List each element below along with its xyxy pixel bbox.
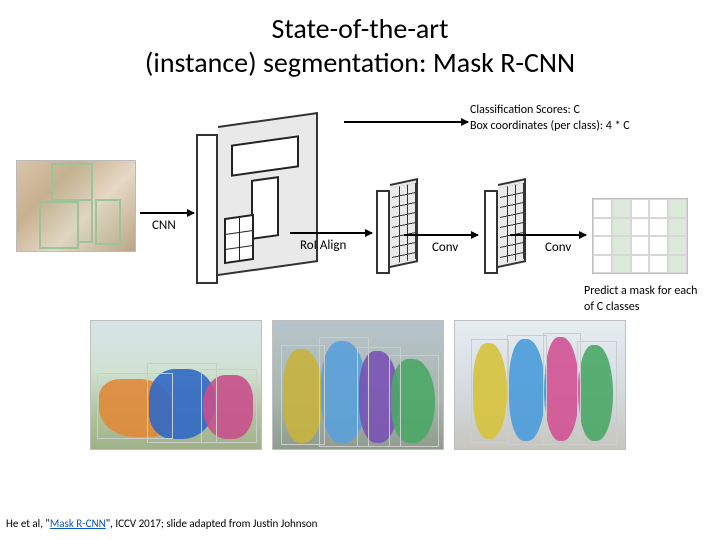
roi-region (251, 176, 279, 240)
roi-align-label: RoI Align (300, 238, 346, 253)
slide-title: State-of-the-art (instance) segmentation… (0, 0, 720, 83)
citation-suffix: ", ICCV 2017; slide adapted from Justin … (106, 517, 318, 530)
proposal-box (77, 199, 93, 243)
mask-cell (631, 218, 650, 237)
detection-box (577, 341, 617, 445)
mask-cell (593, 236, 612, 255)
proposal-box (39, 201, 79, 249)
proposal-box (95, 199, 121, 245)
arrow-icon (344, 121, 468, 123)
mask-cell (649, 218, 668, 237)
arrow-icon (404, 234, 478, 236)
mask-cell (631, 255, 650, 274)
detection-box (507, 335, 547, 445)
mask-cell (612, 199, 631, 218)
mask-cell (593, 255, 612, 274)
detection-box (543, 333, 581, 445)
citation: He et al, "Mask R-CNN", ICCV 2017; slide… (6, 517, 317, 530)
proposal-box (51, 163, 93, 201)
mask-caption: Predict a mask for each of C classes (584, 284, 708, 315)
detection-box (471, 339, 509, 443)
mask-cell (649, 236, 668, 255)
example-image (454, 320, 626, 450)
mask-cell (631, 199, 650, 218)
mask-cell (612, 236, 631, 255)
title-line-2: (instance) segmentation: Mask R-CNN (145, 45, 575, 80)
citation-prefix: He et al, " (6, 517, 50, 530)
mask-cell (668, 255, 687, 274)
input-image (16, 160, 136, 252)
detection-box (201, 369, 257, 443)
mask-cell (668, 236, 687, 255)
citation-link[interactable]: Mask R-CNN (50, 517, 106, 530)
mask-cell (668, 218, 687, 237)
mask-cell (649, 255, 668, 274)
scores-line-1: Classification Scores: C (470, 103, 580, 117)
architecture-diagram: CNN Classification Scores: C Box coordin… (0, 100, 720, 300)
conv-label: Conv (545, 240, 571, 255)
example-image (90, 320, 262, 450)
title-line-1: State-of-the-art (272, 11, 449, 46)
scores-line-2: Box coordinates (per class): 4 * C (470, 119, 630, 133)
arrow-icon (510, 234, 586, 236)
example-results (90, 320, 626, 450)
mask-output-grid (592, 198, 688, 274)
detection-box (389, 355, 439, 447)
mask-cell (612, 255, 631, 274)
example-image (272, 320, 444, 450)
mask-cell (668, 199, 687, 218)
mask-cell (612, 218, 631, 237)
mask-cell (593, 199, 612, 218)
mask-cell (593, 218, 612, 237)
arrow-icon (140, 212, 194, 214)
conv-label: Conv (432, 240, 458, 255)
arrow-icon (290, 232, 372, 234)
roi-grid (224, 214, 254, 264)
head-output-text: Classification Scores: C Box coordinates… (470, 102, 630, 134)
mask-cell (649, 199, 668, 218)
mask-cell (631, 236, 650, 255)
cnn-label: CNN (152, 218, 176, 233)
